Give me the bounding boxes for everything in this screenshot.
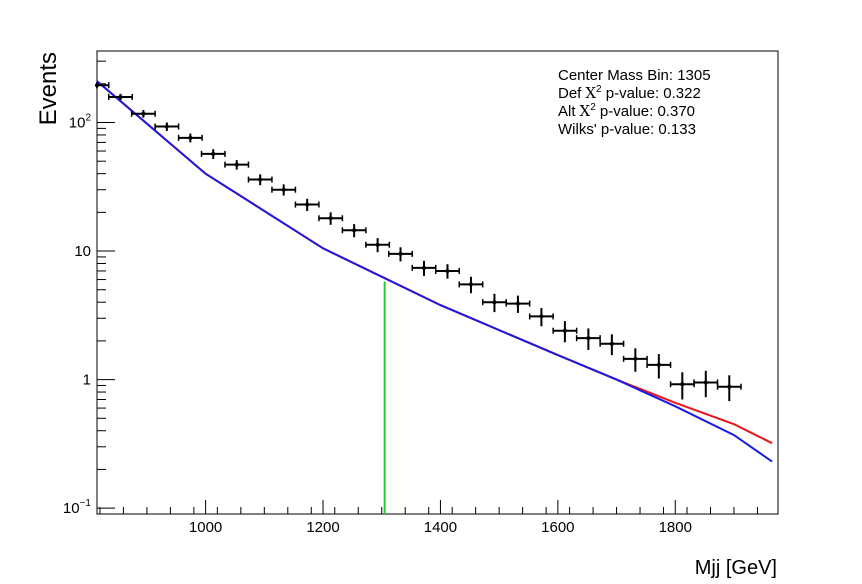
data-marker [515,301,520,306]
data-point [669,372,695,400]
legend-def-chi2: Def X2 p-value: 0.322 [558,84,701,102]
data-point [458,276,484,294]
data-marker [609,341,614,346]
x-tick-label: 1400 [424,519,457,536]
data-marker [281,187,286,192]
data-point [200,149,226,160]
data-point [271,184,297,196]
data-marker [375,242,380,247]
data-point [434,264,460,279]
alt-label: Alt [558,103,576,120]
data-marker [258,177,263,182]
legend-wilks: Wilks' p-value: 0.133 [558,121,696,138]
data-marker [328,216,333,221]
data-point [365,238,391,253]
y-tick-label: 10 [74,243,91,260]
data-point [130,110,156,118]
y-axis-title: Events [35,52,62,125]
data-marker [680,382,685,387]
data-point [552,321,578,343]
data-point [622,348,648,372]
data-point [575,328,601,350]
fit-curves [96,80,773,463]
data-point [388,247,414,262]
x-tick-label: 1200 [306,519,339,536]
data-marker [656,362,661,367]
data-marker [492,300,497,305]
data-marker [468,282,473,287]
data-point [716,375,742,402]
y-tick-label: 10−1 [63,498,92,517]
y-tick-label: 1 [83,372,91,389]
data-marker [539,314,544,319]
data-point [599,334,625,356]
alt-chi-symbol: X [580,102,591,120]
data-marker [562,328,567,333]
def-fit-line [96,80,773,463]
data-marker [633,356,638,361]
y-tick-label: 102 [69,113,92,132]
x-axis-title: Mjj [GeV] [695,557,777,579]
def-chi-sup: 2 [596,84,602,95]
data-marker [305,202,310,207]
data-marker [234,162,239,167]
data-point [154,122,180,131]
data-marker [164,124,169,129]
data-point [481,293,507,313]
plot-frame [96,50,779,515]
data-marker [95,83,99,88]
data-marker [703,380,708,385]
data-point [646,354,672,379]
data-marker [118,94,123,99]
data-point [505,295,531,313]
data-marker [586,336,591,341]
alt-chi-sup: 2 [590,102,596,113]
data-point [294,198,320,211]
data-point [224,160,250,170]
data-point [107,93,133,101]
data-point [341,224,367,238]
def-label: Def [558,85,582,102]
axes: 1000 1200 1400 1600 1800 10−1 1 10 102 [63,60,758,536]
data-marker [188,135,193,140]
data-point [411,260,437,276]
legend-alt-chi2: Alt X2 p-value: 0.370 [558,102,695,120]
alt-pvalue: p-value: 0.370 [596,103,695,120]
x-tick-label: 1000 [189,519,222,536]
data-point [247,174,273,186]
legend: Center Mass Bin: 1305 Def X2 p-value: 0.3… [558,67,711,138]
data-point [318,212,344,225]
legend-center-mass: Center Mass Bin: 1305 [558,67,711,84]
data-marker [727,384,732,389]
def-chi-symbol: X [585,84,596,102]
x-tick-label: 1800 [659,519,692,536]
data-marker [141,111,146,116]
data-point [95,82,110,89]
data-point [528,308,554,327]
data-marker [445,268,450,273]
data-points [95,82,742,402]
data-marker [421,265,426,270]
x-tick-label: 1600 [541,519,574,536]
data-point [693,370,719,398]
data-marker [352,228,357,233]
def-pvalue: p-value: 0.322 [602,85,701,102]
data-marker [398,251,403,256]
data-point [177,133,203,143]
data-marker [211,151,216,156]
